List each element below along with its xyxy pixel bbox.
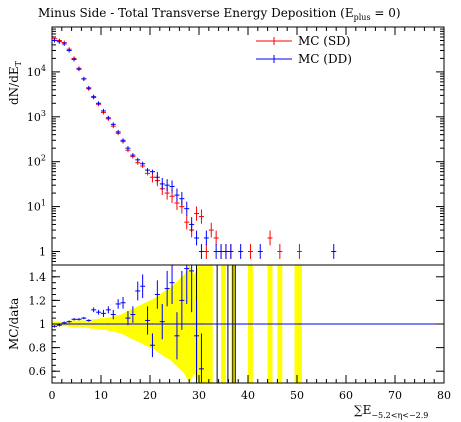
top-panel: 1 101 102 103 104 dN/dET MC (SD) MC (DD) — [7, 26, 445, 266]
top-ytick-label: 104 — [27, 64, 46, 79]
bottom-ytick-label: 0.6 — [29, 365, 47, 378]
x-axis-label: ∑E−5.2<η<−2.9 — [354, 403, 428, 420]
x-tick-label: 30 — [192, 389, 206, 402]
legend-dd-label: MC (DD) — [298, 52, 352, 66]
top-y-ticks: 1 101 102 103 104 — [27, 28, 444, 262]
ratio-data-points — [51, 265, 302, 383]
x-tick-label: 20 — [143, 389, 157, 402]
top-data-points — [51, 36, 337, 259]
bottom-ytick-label: 1.2 — [29, 294, 47, 307]
bottom-ylabel: MC/data — [7, 298, 21, 350]
bottom-panel: 0.60.811.21.4 0 10 20 30 40 50 60 70 80 MC/data … — [7, 27, 451, 420]
x-tick-label: 0 — [49, 389, 56, 402]
legend-sd-label: MC (SD) — [298, 34, 351, 48]
x-tick-label: 50 — [290, 389, 304, 402]
x-tick-label: 10 — [94, 389, 108, 402]
top-ylabel: dN/dET — [7, 60, 23, 105]
x-axis-ticks: 0 10 20 30 40 50 60 70 80 — [49, 27, 451, 402]
x-tick-label: 80 — [437, 389, 451, 402]
bottom-y-ticks: 0.6 0.8 1 1.2 1.4 — [29, 264, 444, 384]
legend-entry-dd: MC (DD) — [256, 52, 352, 66]
bottom-ytick-label: 0.8 — [29, 342, 47, 355]
chart-title: Minus Side - Total Transverse Energy Dep… — [38, 6, 401, 22]
bottom-ytick-label: 1 — [39, 318, 46, 331]
top-ytick-label: 102 — [27, 154, 46, 169]
x-tick-label: 60 — [339, 389, 353, 402]
top-ytick-label: 103 — [27, 109, 46, 124]
bottom-ytick-label: 1.4 — [29, 271, 47, 284]
top-ytick-label: 1 — [39, 245, 46, 258]
x-tick-label: 40 — [241, 389, 255, 402]
top-ytick-label: 101 — [27, 199, 46, 214]
legend: MC (SD) MC (DD) — [256, 34, 352, 66]
legend-entry-sd: MC (SD) — [256, 34, 351, 48]
x-tick-label: 70 — [388, 389, 402, 402]
